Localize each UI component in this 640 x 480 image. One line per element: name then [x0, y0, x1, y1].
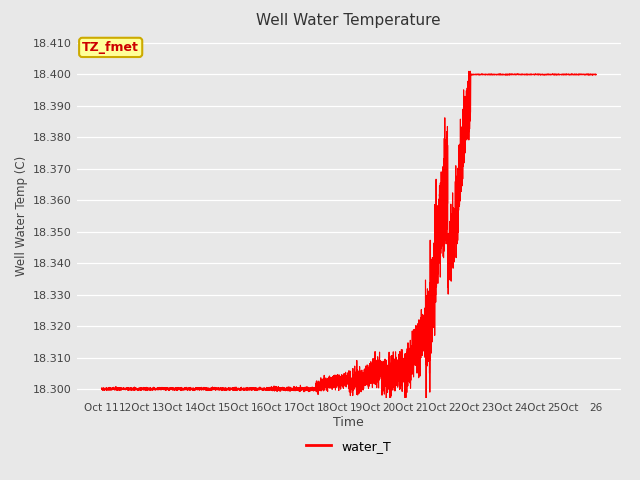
- Title: Well Water Temperature: Well Water Temperature: [257, 13, 441, 28]
- X-axis label: Time: Time: [333, 416, 364, 429]
- Legend: water_T: water_T: [301, 435, 396, 458]
- Y-axis label: Well Water Temp (C): Well Water Temp (C): [15, 156, 28, 276]
- Text: TZ_fmet: TZ_fmet: [82, 41, 139, 54]
